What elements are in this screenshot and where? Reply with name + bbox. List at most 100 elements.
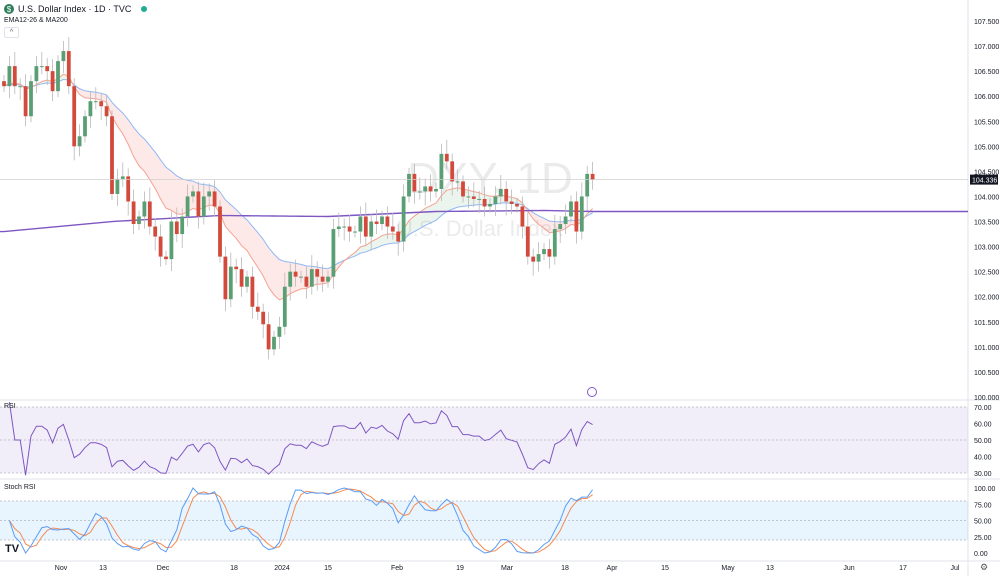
candle[interactable] xyxy=(434,182,438,198)
candle[interactable] xyxy=(185,184,190,227)
lightning-event-icon[interactable] xyxy=(587,387,597,397)
candle[interactable] xyxy=(504,180,509,216)
candle[interactable] xyxy=(531,248,536,276)
candle[interactable] xyxy=(223,246,228,312)
candle[interactable] xyxy=(288,263,293,301)
candle[interactable] xyxy=(590,161,595,190)
candle[interactable] xyxy=(207,183,212,211)
candle[interactable] xyxy=(164,250,168,266)
candle[interactable] xyxy=(488,197,492,213)
candle[interactable] xyxy=(466,186,471,209)
candle[interactable] xyxy=(585,165,590,211)
candle[interactable] xyxy=(239,257,244,297)
candle[interactable] xyxy=(153,218,158,251)
candle[interactable] xyxy=(266,312,271,360)
candle[interactable] xyxy=(7,56,12,99)
candle[interactable] xyxy=(520,196,525,239)
candle[interactable] xyxy=(277,316,282,349)
candle[interactable] xyxy=(385,206,390,239)
candle[interactable] xyxy=(369,213,374,251)
candle[interactable] xyxy=(72,78,77,161)
candle[interactable] xyxy=(120,162,125,187)
candle[interactable] xyxy=(2,75,6,93)
candle[interactable] xyxy=(315,261,320,291)
candle[interactable] xyxy=(428,174,433,202)
collapse-button[interactable]: ^ xyxy=(4,27,19,38)
candle[interactable] xyxy=(444,139,449,170)
candle[interactable] xyxy=(88,91,93,129)
candle[interactable] xyxy=(552,215,557,265)
candle[interactable] xyxy=(23,74,28,127)
candle[interactable] xyxy=(39,52,44,75)
symbol-header[interactable]: $ U.S. Dollar Index · 1D · TVC xyxy=(4,4,148,14)
candle[interactable] xyxy=(525,212,530,265)
candle[interactable] xyxy=(282,272,287,335)
candle[interactable] xyxy=(342,218,347,241)
stoch-rsi-label[interactable]: Stoch RSI xyxy=(4,484,36,491)
candle[interactable] xyxy=(180,208,185,249)
candle[interactable] xyxy=(417,177,422,200)
candle[interactable] xyxy=(218,200,222,263)
candle[interactable] xyxy=(12,52,17,95)
candle[interactable] xyxy=(515,197,519,213)
rsi-label[interactable]: RSI xyxy=(4,403,16,410)
candle[interactable] xyxy=(477,190,482,213)
candle[interactable] xyxy=(255,292,260,320)
candle[interactable] xyxy=(347,214,352,242)
candle[interactable] xyxy=(439,143,444,201)
candle[interactable] xyxy=(509,189,514,215)
candle[interactable] xyxy=(201,182,206,225)
candle[interactable] xyxy=(77,124,82,157)
candle[interactable] xyxy=(380,210,384,231)
candle[interactable] xyxy=(83,110,87,143)
candle[interactable] xyxy=(18,78,23,101)
candle[interactable] xyxy=(358,206,363,244)
candle[interactable] xyxy=(547,239,552,269)
candle[interactable] xyxy=(191,185,195,203)
candle[interactable] xyxy=(104,94,109,127)
candle[interactable] xyxy=(401,184,406,252)
candle[interactable] xyxy=(390,212,395,240)
candle[interactable] xyxy=(304,266,309,299)
candle[interactable] xyxy=(396,223,401,256)
candle[interactable] xyxy=(536,242,541,272)
candle[interactable] xyxy=(245,270,249,293)
candle[interactable] xyxy=(93,87,98,110)
candle[interactable] xyxy=(169,211,174,272)
candle[interactable] xyxy=(574,191,579,244)
indicator-label[interactable]: EMA12-26 & MA200 xyxy=(4,17,68,24)
candle[interactable] xyxy=(110,110,114,200)
candle[interactable] xyxy=(493,186,498,217)
candle[interactable] xyxy=(61,41,66,74)
candle[interactable] xyxy=(147,187,152,235)
candle[interactable] xyxy=(126,168,131,216)
candle[interactable] xyxy=(29,75,33,123)
candle[interactable] xyxy=(228,252,233,308)
candle[interactable] xyxy=(293,259,298,287)
settings-icon[interactable]: ⚙ xyxy=(980,562,989,572)
candle[interactable] xyxy=(336,212,341,238)
candle[interactable] xyxy=(407,167,411,203)
candle[interactable] xyxy=(299,270,303,283)
candle[interactable] xyxy=(250,266,255,319)
candle[interactable] xyxy=(569,195,573,223)
candle[interactable] xyxy=(363,202,368,245)
candle[interactable] xyxy=(320,264,325,292)
candle[interactable] xyxy=(34,56,39,94)
candle[interactable] xyxy=(450,153,455,196)
candle[interactable] xyxy=(158,224,163,267)
candle[interactable] xyxy=(471,182,476,207)
candle[interactable] xyxy=(482,186,487,217)
candle[interactable] xyxy=(115,168,120,206)
candle[interactable] xyxy=(99,93,104,121)
candle[interactable] xyxy=(455,169,460,192)
candle[interactable] xyxy=(196,181,201,229)
candle[interactable] xyxy=(142,191,147,229)
candle[interactable] xyxy=(234,258,239,284)
candle[interactable] xyxy=(579,182,584,240)
candle[interactable] xyxy=(261,303,266,339)
candle[interactable] xyxy=(66,37,71,95)
candle[interactable] xyxy=(212,179,217,217)
candle[interactable] xyxy=(423,178,428,206)
